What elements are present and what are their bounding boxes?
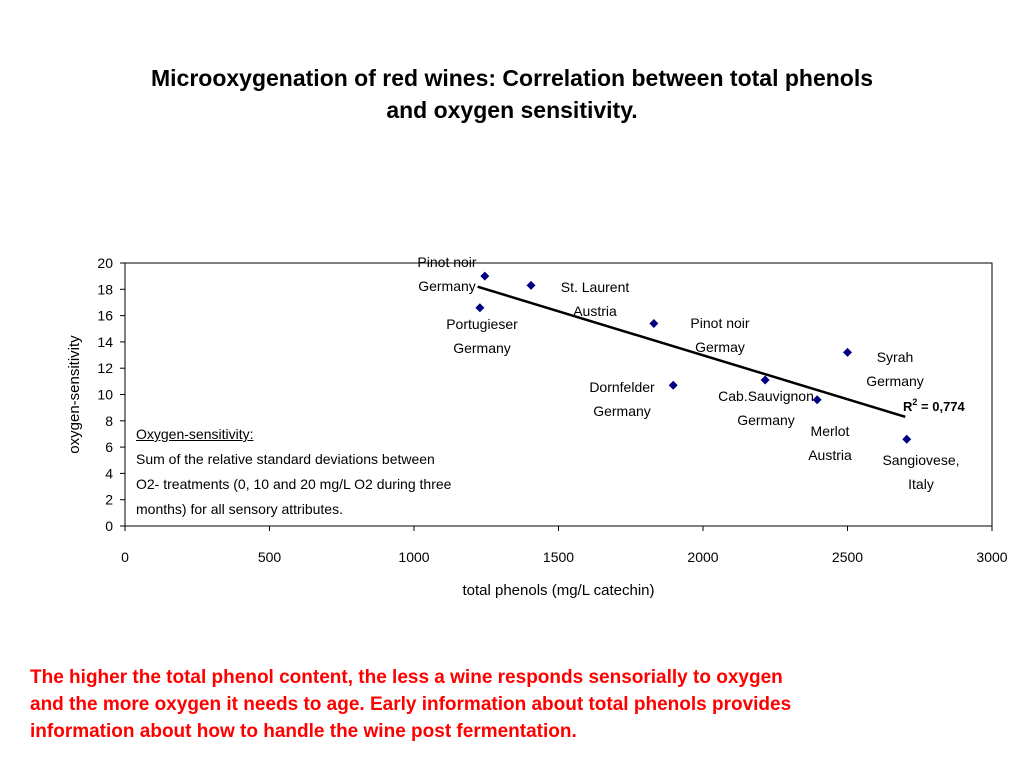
data-label: Austria xyxy=(573,303,617,319)
x-tick-label: 2000 xyxy=(687,549,718,565)
y-tick-label: 8 xyxy=(105,413,113,429)
data-label: Syrah xyxy=(877,349,914,365)
y-tick-label: 20 xyxy=(97,255,113,271)
data-label: Austria xyxy=(808,447,852,463)
title-line-1: Microoxygenation of red wines: Correlati… xyxy=(150,65,874,91)
data-label: Pinot noir xyxy=(417,254,476,270)
data-label: Italy xyxy=(908,476,934,492)
note-line: Sum of the relative standard deviations … xyxy=(136,451,435,467)
data-label: Portugieser xyxy=(446,316,518,332)
y-tick-label: 16 xyxy=(97,308,113,324)
conclusion-caption: The higher the total phenol content, the… xyxy=(30,664,990,745)
y-tick-label: 0 xyxy=(105,518,113,534)
x-tick-label: 3000 xyxy=(976,549,1007,565)
r-squared-label: R2 = 0,774 xyxy=(903,397,966,414)
data-label: Dornfelder xyxy=(589,379,655,395)
data-label: Germany xyxy=(418,278,476,294)
caption-line: information about how to handle the wine… xyxy=(30,721,577,742)
data-point xyxy=(668,380,678,390)
data-label: Germany xyxy=(593,403,651,419)
note-line: months) for all sensory attributes. xyxy=(136,501,343,517)
x-axis-title: total phenols (mg/L catechin) xyxy=(462,582,654,599)
y-tick-label: 12 xyxy=(97,360,113,376)
y-tick-label: 4 xyxy=(105,465,113,481)
x-tick-label: 1500 xyxy=(543,549,574,565)
data-label: Germany xyxy=(737,412,795,428)
data-label: Germany xyxy=(866,373,924,389)
y-tick-label: 10 xyxy=(97,387,113,403)
page-title: Microoxygenation of red wines: Correlati… xyxy=(40,62,984,126)
caption-line: The higher the total phenol content, the… xyxy=(30,667,783,688)
y-axis-title: oxygen-sensitivity xyxy=(66,335,83,454)
data-label: Sangiovese, xyxy=(882,452,959,468)
data-point xyxy=(843,347,852,357)
y-tick-label: 2 xyxy=(105,492,113,508)
note-heading: Oxygen-sensitivity: xyxy=(136,426,254,442)
data-point xyxy=(526,280,536,290)
y-tick-label: 6 xyxy=(105,439,113,455)
data-point xyxy=(812,395,822,405)
data-point xyxy=(902,434,912,444)
caption-line: and the more oxygen it needs to age. Ear… xyxy=(30,694,792,715)
data-point xyxy=(475,303,485,313)
x-tick-label: 0 xyxy=(121,549,129,565)
title-line-2: and oxygen sensitivity. xyxy=(386,97,638,123)
data-point xyxy=(760,375,770,385)
data-label: St. Laurent xyxy=(561,279,630,295)
y-tick-label: 14 xyxy=(97,334,113,350)
data-label: Cab.Sauvignon xyxy=(718,388,814,404)
x-tick-label: 1000 xyxy=(398,549,429,565)
data-label: Germany xyxy=(453,340,511,356)
data-label: Merlot xyxy=(811,423,850,439)
trendline xyxy=(477,285,906,419)
data-point xyxy=(480,271,490,281)
note-line: O2- treatments (0, 10 and 20 mg/L O2 dur… xyxy=(136,476,452,492)
data-label: Germay xyxy=(695,339,745,355)
data-point xyxy=(649,318,659,328)
x-tick-label: 2500 xyxy=(832,549,863,565)
oxygen-sensitivity-note: Oxygen-sensitivity: Sum of the relative … xyxy=(136,422,526,522)
data-label: Pinot noir xyxy=(690,315,749,331)
y-tick-label: 18 xyxy=(97,281,113,297)
x-tick-label: 500 xyxy=(258,549,282,565)
